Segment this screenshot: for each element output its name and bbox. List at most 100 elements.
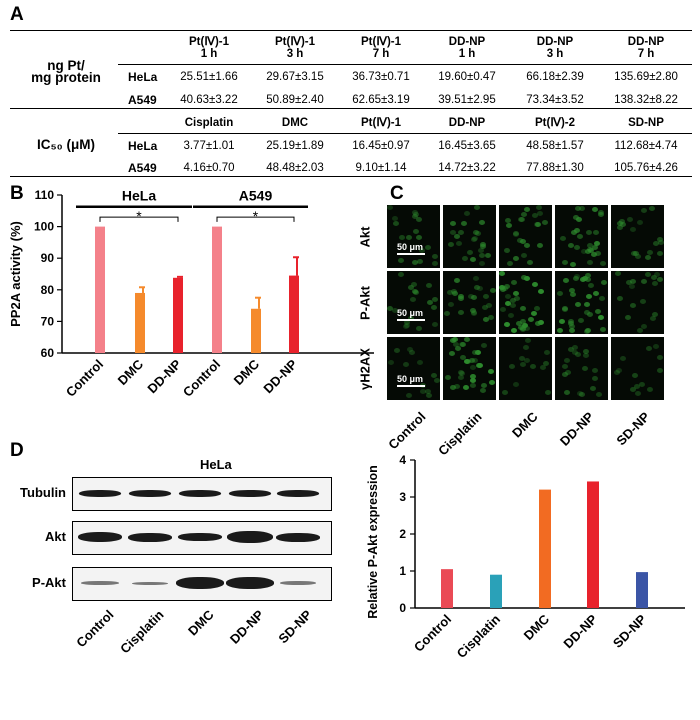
y-tick-label: 100 <box>34 220 54 234</box>
cell-spot <box>432 296 439 302</box>
microscopy-column-label: DD-NP <box>556 409 597 449</box>
table-cell: 29.67±3.15 <box>266 70 324 83</box>
cell-spot <box>583 348 590 354</box>
cell-spot <box>577 234 584 240</box>
microscopy-image <box>555 337 608 400</box>
cell-spot <box>488 368 495 374</box>
blot-lane-label: DD-NP <box>226 607 267 647</box>
bar <box>173 277 183 353</box>
cell-spot <box>433 377 440 383</box>
cell-spot <box>596 391 603 397</box>
cell-spot <box>571 349 578 355</box>
microscopy-image <box>611 205 664 268</box>
cell-spot <box>567 346 574 352</box>
section1-header-5: DD-NP 7 h <box>600 32 692 64</box>
cell-spot <box>473 276 480 282</box>
cell-spot <box>599 295 606 301</box>
cell-spot <box>469 374 476 380</box>
microscopy-image <box>499 271 552 334</box>
cell-spot <box>411 260 418 266</box>
cell-spot <box>415 326 422 332</box>
cell-spot <box>489 287 496 293</box>
bar <box>490 574 502 608</box>
cell-spot <box>480 382 487 388</box>
cell-spot <box>587 260 594 266</box>
cell-spot <box>535 320 542 326</box>
cell-spot <box>472 230 479 236</box>
table-cell: 105.76±4.26 <box>614 162 678 174</box>
cell-spot <box>592 244 599 250</box>
cell-spot <box>563 390 570 396</box>
cell-spot <box>413 229 420 235</box>
cell-spot <box>617 225 624 231</box>
blot-band <box>128 532 172 542</box>
cell-spot <box>456 240 463 246</box>
cell-spot <box>520 253 527 259</box>
cell-spot <box>624 315 631 321</box>
cell-spot <box>646 387 653 393</box>
microscopy-image: 50 μm <box>387 271 440 334</box>
section2-header-3: DD-NP <box>448 117 486 129</box>
table-cell: 138.32±8.22 <box>614 94 678 106</box>
cell-spot <box>450 338 457 344</box>
cell-spot <box>526 259 533 265</box>
table-cell: 14.72±3.22 <box>438 162 496 174</box>
cell-spot <box>591 206 598 212</box>
blot-row-label: Akt <box>45 529 66 544</box>
cell-spot <box>470 383 477 389</box>
cell-spot <box>563 278 570 283</box>
scale-bar-line <box>397 253 425 255</box>
cell-spot <box>512 382 519 388</box>
cell-spot <box>541 220 548 226</box>
cell-spot <box>499 271 506 277</box>
y-tick-label: 80 <box>41 283 55 297</box>
cell-spot <box>403 322 410 328</box>
blot-band <box>179 489 221 497</box>
cell-spot <box>405 393 412 399</box>
cell-spot <box>410 281 417 287</box>
table-row: HeLa 25.51±1.66 29.67±3.15 36.73±0.71 19.60±… <box>10 64 692 89</box>
cell-spot <box>464 337 471 343</box>
scale-bar-label: 50 μm <box>397 374 424 384</box>
y-tick-label: 110 <box>35 188 55 202</box>
cell-spot <box>578 392 585 398</box>
cell-spot <box>399 235 406 241</box>
cell-spot <box>591 251 598 257</box>
cell-spot <box>471 310 478 316</box>
blot-band <box>229 489 271 497</box>
blot-band <box>226 577 274 589</box>
cell-spot <box>587 242 594 248</box>
cell-spot <box>633 251 640 257</box>
cell-spot <box>503 283 510 289</box>
cell-spot <box>640 298 647 304</box>
cell-spot <box>649 316 656 322</box>
cell-spot <box>485 303 492 309</box>
header-line2: 1 h <box>458 48 476 60</box>
cell-spot <box>507 261 514 267</box>
cell-spot <box>525 338 532 344</box>
cell-spot <box>568 324 575 330</box>
cell-spot <box>424 244 431 250</box>
cell-spot <box>503 248 510 254</box>
table-row: A549 4.16±0.70 48.48±2.03 9.10±1.14 14.72±3.… <box>10 157 692 179</box>
cell-spot <box>533 221 540 227</box>
cell-spot <box>457 230 464 236</box>
table-cell: 25.19±1.89 <box>266 140 324 152</box>
cell-spot <box>562 371 569 377</box>
cell-spot <box>479 242 486 248</box>
cell-spot <box>641 207 648 213</box>
header-line1: DD-NP <box>536 36 574 48</box>
bar <box>95 226 105 353</box>
cell-spot <box>537 211 544 217</box>
blot-band <box>132 581 168 585</box>
cell-spot <box>462 385 469 391</box>
header-line2: 7 h <box>637 48 655 60</box>
cell-spot <box>627 216 634 222</box>
relative-pakt-chart: 0 1 2 3 4 Relative P-Akt expression Control Cis… <box>366 453 685 661</box>
cell-spot <box>592 230 599 236</box>
cell-spot <box>432 322 439 328</box>
cell-spot <box>582 353 589 359</box>
table-header-row-2: IC₅₀ (μM) Cisplatin DMC Pt(Ⅳ)-1 DD-NP Pt(Ⅳ)-… <box>10 111 692 151</box>
cell-spot <box>447 290 454 296</box>
cell-spot <box>532 282 539 288</box>
